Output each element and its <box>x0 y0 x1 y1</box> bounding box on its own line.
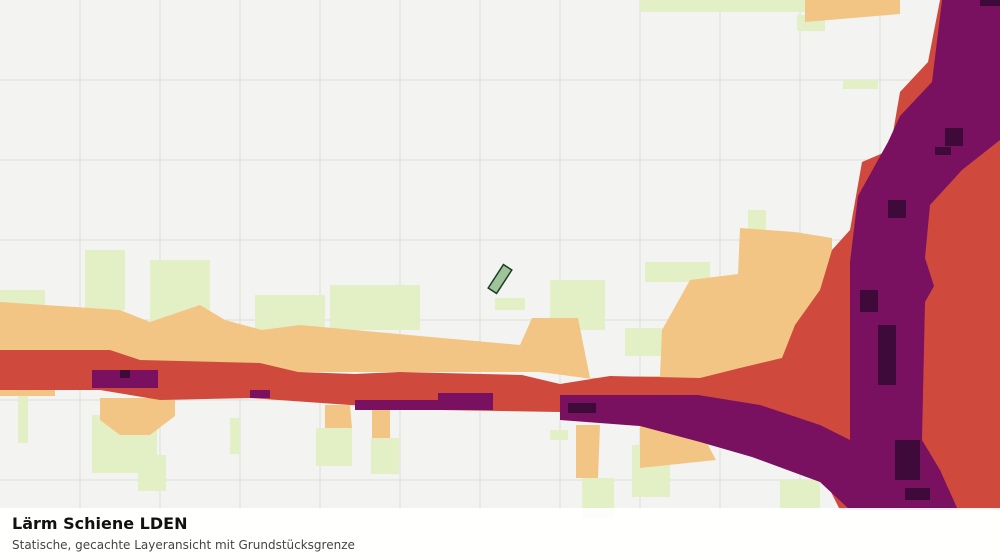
legend-panel <box>0 508 1000 560</box>
legend-subtitle: Statische, gecachte Layeransicht mit Gru… <box>12 538 355 552</box>
noise-zone-high <box>0 0 1000 510</box>
noise-zone-extreme <box>120 0 1000 500</box>
noise-zone-low <box>0 0 878 518</box>
parcel-boundary[interactable] <box>487 263 513 295</box>
noise-zone-medium <box>0 0 900 478</box>
legend-title: Lärm Schiene LDEN <box>12 514 187 533</box>
